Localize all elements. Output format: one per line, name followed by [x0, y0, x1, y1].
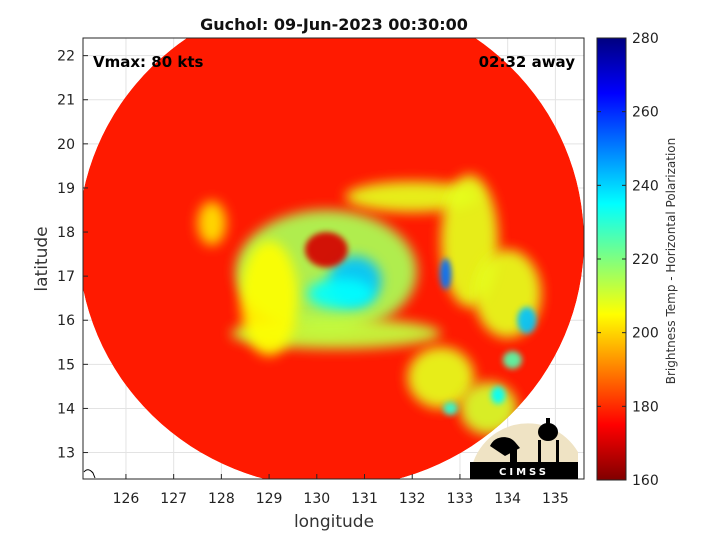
brightness-feature: [439, 258, 452, 290]
x-tick-label: 130: [303, 491, 330, 507]
y-tick-label: 19: [57, 181, 75, 197]
y-tick-label: 18: [57, 225, 75, 241]
logo-text: CIMSS: [499, 467, 549, 478]
y-tick-label: 14: [57, 401, 75, 417]
brightness-feature: [502, 351, 522, 369]
microwave-swath: [83, 38, 584, 479]
colorbar-tick-label: 160: [632, 473, 659, 489]
y-tick-label: 21: [57, 93, 75, 109]
brightness-feature: [240, 240, 298, 356]
chart-title: Guchol: 09-Jun-2023 00:30:00: [200, 15, 468, 34]
x-tick-label: 134: [494, 491, 521, 507]
coastline: [83, 469, 96, 479]
x-tick-label: 132: [399, 491, 426, 507]
y-tick-label: 15: [57, 357, 75, 373]
colorbar-tick-label: 180: [632, 399, 659, 415]
y-axis-ticks: 13 14 15 16 17 18 19 20 21 22: [57, 49, 88, 462]
brightness-feature: [490, 386, 506, 405]
y-tick-label: 22: [57, 49, 75, 65]
colorbar: [596, 37, 627, 481]
y-tick-label: 16: [57, 313, 75, 329]
y-tick-label: 13: [57, 446, 75, 462]
y-tick-label: 17: [57, 269, 75, 285]
x-tick-label: 127: [160, 491, 187, 507]
y-axis-label: latitude: [32, 226, 52, 291]
colorbar-tick-label: 260: [632, 105, 659, 121]
brightness-feature: [197, 201, 227, 246]
colorbar-tick-label: 220: [632, 252, 659, 268]
colorbar-tick-label: 280: [632, 31, 659, 47]
colorbar-tick-label: 240: [632, 178, 659, 194]
x-tick-label: 129: [256, 491, 283, 507]
y-tick-label: 20: [57, 137, 75, 153]
vmax-annotation: Vmax: 80 kts: [93, 53, 203, 71]
cimss-logo: CIMSS: [470, 418, 578, 479]
brightness-feature: [407, 346, 475, 409]
brightness-feature: [304, 232, 348, 268]
brightness-feature: [307, 278, 375, 310]
brightness-feature: [443, 401, 458, 416]
x-axis-ticks: 126 127 128 129 130 131 132 133 134 135: [113, 474, 569, 507]
colorbar-ticks: 160 180 200 220 240 260 280: [597, 31, 659, 489]
x-tick-label: 135: [542, 491, 569, 507]
x-tick-label: 131: [351, 491, 378, 507]
x-tick-label: 128: [208, 491, 235, 507]
colorbar-tick-label: 200: [632, 326, 659, 342]
x-axis-label: longitude: [294, 512, 374, 532]
plot-frame: [82, 37, 585, 480]
x-tick-label: 126: [113, 491, 140, 507]
colorbar-label: Brightness Temp - Horizontal Polarizatio…: [664, 138, 678, 385]
brightness-feature: [517, 307, 537, 334]
x-tick-label: 133: [447, 491, 474, 507]
time-away-annotation: 02:32 away: [479, 53, 576, 71]
